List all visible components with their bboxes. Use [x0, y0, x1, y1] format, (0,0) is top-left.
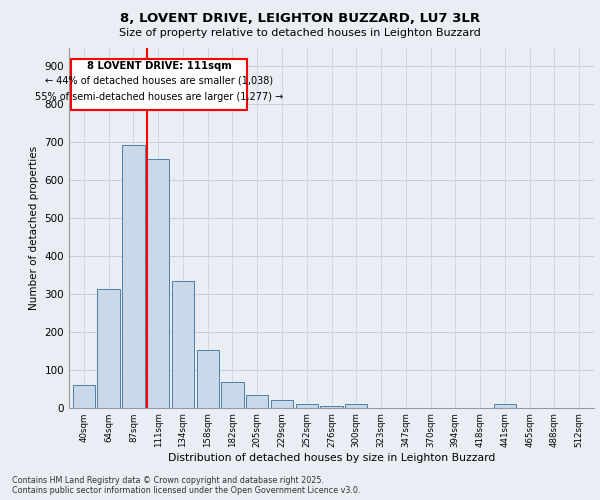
Text: ← 44% of detached houses are smaller (1,038): ← 44% of detached houses are smaller (1,…: [46, 76, 274, 86]
X-axis label: Distribution of detached houses by size in Leighton Buzzard: Distribution of detached houses by size …: [168, 453, 495, 463]
Bar: [345, 404, 367, 407]
Text: 55% of semi-detached houses are larger (1,277) →: 55% of semi-detached houses are larger (…: [35, 92, 284, 102]
Text: Contains HM Land Registry data © Crown copyright and database right 2025.
Contai: Contains HM Land Registry data © Crown c…: [12, 476, 361, 495]
Text: Size of property relative to detached houses in Leighton Buzzard: Size of property relative to detached ho…: [119, 28, 481, 38]
Y-axis label: Number of detached properties: Number of detached properties: [29, 146, 39, 310]
Bar: [73, 385, 95, 407]
Bar: [122, 145, 145, 407]
Bar: [197, 350, 219, 408]
Text: 8 LOVENT DRIVE: 111sqm: 8 LOVENT DRIVE: 111sqm: [87, 62, 232, 72]
Bar: [221, 382, 244, 407]
Bar: [320, 406, 343, 407]
Bar: [97, 290, 120, 408]
FancyBboxPatch shape: [71, 59, 247, 110]
Bar: [494, 404, 516, 407]
Text: 8, LOVENT DRIVE, LEIGHTON BUZZARD, LU7 3LR: 8, LOVENT DRIVE, LEIGHTON BUZZARD, LU7 3…: [120, 12, 480, 26]
Bar: [296, 404, 318, 407]
Bar: [147, 158, 169, 408]
Bar: [246, 394, 268, 407]
Bar: [172, 280, 194, 407]
Bar: [271, 400, 293, 407]
